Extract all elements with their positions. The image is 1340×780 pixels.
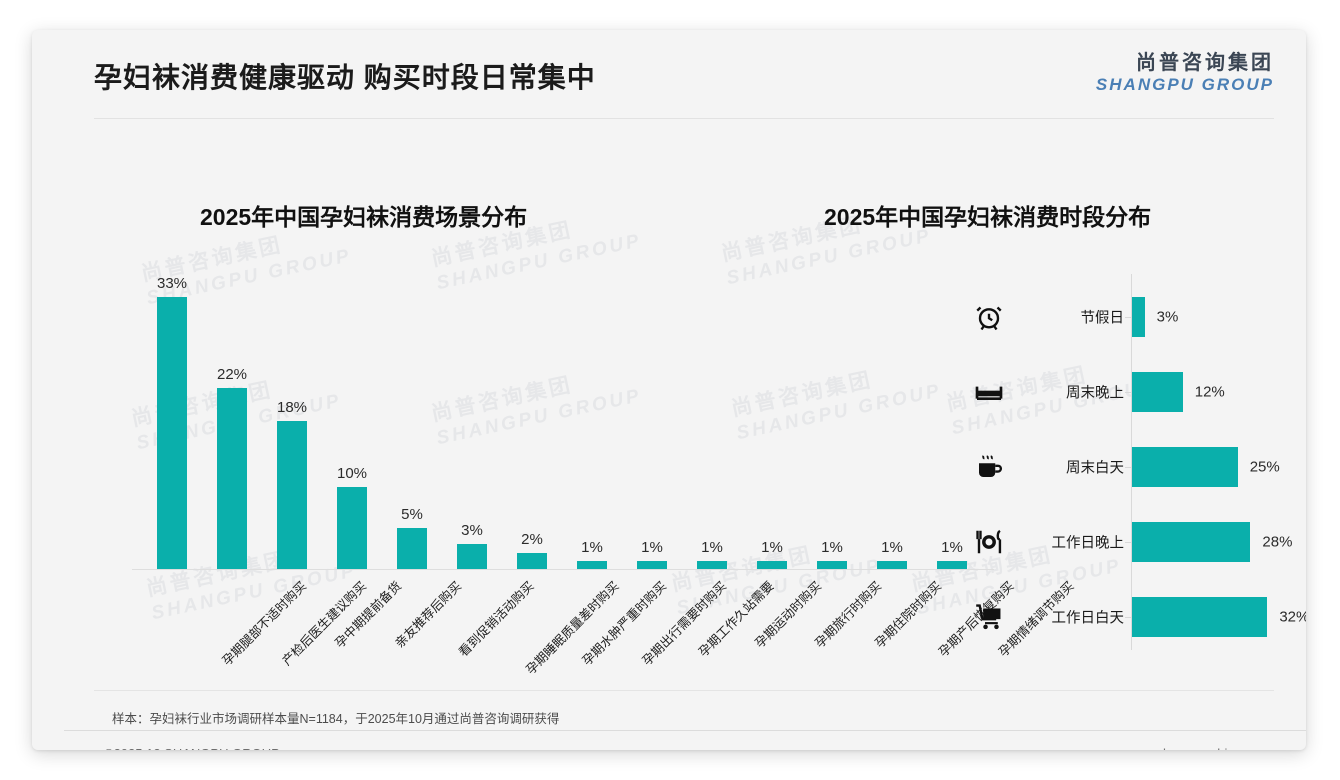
shopping-cart-icon bbox=[972, 600, 1006, 634]
bar bbox=[1132, 522, 1251, 562]
bar-column[interactable]: 1% bbox=[622, 539, 682, 569]
bar-value-label: 10% bbox=[336, 464, 368, 482]
bar-value-label: 3% bbox=[1156, 308, 1179, 326]
bar-value-label: 33% bbox=[156, 275, 188, 293]
copyright-text: ©2025.12 SHANGPU GROUP bbox=[104, 746, 280, 750]
brand-name-en: SHANGPU GROUP bbox=[1095, 75, 1274, 94]
bar-value-label: 12% bbox=[1194, 383, 1225, 401]
row-category-label: 周末白天 bbox=[1066, 460, 1124, 477]
alarm-clock-icon bbox=[972, 300, 1006, 334]
y-axis-tick bbox=[1125, 317, 1131, 318]
bar bbox=[1132, 447, 1238, 487]
bar-column[interactable]: 18% bbox=[262, 399, 322, 569]
bar bbox=[157, 297, 187, 569]
slide-card: 尚普咨询集团 SHANGPU GROUP 尚普咨询集团 SHANGPU GROU… bbox=[32, 30, 1306, 750]
bar bbox=[757, 560, 787, 569]
bar-value-label: 1% bbox=[581, 538, 603, 556]
page-title: 孕妇袜消费健康驱动 购买时段日常集中 bbox=[94, 62, 596, 93]
chart-row[interactable]: 周末白天 25% bbox=[932, 438, 1306, 496]
footer-divider bbox=[64, 730, 1306, 731]
bar-column[interactable]: 22% bbox=[202, 366, 262, 569]
bar bbox=[1132, 297, 1145, 337]
sample-footnote: 样本：孕妇袜行业市场调研样本量N=1184，于2025年10月通过尚普咨询调研获… bbox=[112, 712, 560, 726]
website-link[interactable]: www.shangpu-china.com bbox=[1125, 746, 1270, 750]
bar bbox=[637, 560, 667, 569]
x-axis-label: 看到促销活动购买 bbox=[456, 578, 537, 660]
bar-value-label: 22% bbox=[216, 365, 248, 383]
header: 孕妇袜消费健康驱动 购买时段日常集中 尚普咨询集团 SHANGPU GROUP bbox=[32, 30, 1306, 120]
y-axis-tick bbox=[1125, 467, 1131, 468]
bar-column[interactable]: 1% bbox=[562, 539, 622, 569]
bar-value-label: 32% bbox=[1279, 608, 1306, 626]
chart-row[interactable]: 周末晚上 12% bbox=[932, 363, 1306, 421]
bar-value-label: 1% bbox=[641, 538, 663, 556]
bar bbox=[337, 486, 367, 569]
left-chart-title: 2025年中国孕妇袜消费场景分布 bbox=[200, 204, 528, 230]
bar bbox=[1132, 597, 1268, 637]
brand-logo: 尚普咨询集团 SHANGPU GROUP bbox=[1096, 52, 1274, 95]
time-slot-distribution-bar-chart: 节假日 3% 周末晚上 12% 周末白天 25% 工作日晚上 28% 工作日白天 32% bbox=[932, 270, 1306, 660]
bar bbox=[577, 560, 607, 569]
bar-value-label: 1% bbox=[821, 538, 843, 556]
bar-column[interactable]: 1% bbox=[862, 539, 922, 569]
bar-value-label: 1% bbox=[941, 538, 963, 556]
bar-column[interactable]: 1% bbox=[802, 539, 862, 569]
bar bbox=[217, 387, 247, 569]
row-category-label: 工作日晚上 bbox=[1051, 535, 1125, 552]
bar-value-label: 1% bbox=[701, 538, 723, 556]
bar-column[interactable]: 1% bbox=[922, 539, 982, 569]
bar bbox=[877, 560, 907, 569]
bar-value-label: 3% bbox=[461, 522, 483, 540]
row-category-label: 工作日白天 bbox=[1051, 610, 1125, 627]
header-divider bbox=[94, 118, 1274, 119]
bar bbox=[697, 560, 727, 569]
footnote-divider bbox=[94, 690, 1274, 691]
bar-column[interactable]: 1% bbox=[742, 539, 802, 569]
chart-row[interactable]: 工作日白天 32% bbox=[932, 588, 1306, 646]
bar-value-label: 2% bbox=[521, 530, 543, 548]
bed-icon bbox=[972, 375, 1006, 409]
bar-value-label: 28% bbox=[1262, 533, 1293, 551]
scene-distribution-bar-chart: 33% 22% 18% 10% 5% 3% 2% 1% 1% 1% 1% 1% 1% 1% bbox=[94, 270, 994, 570]
row-category-label: 周末晚上 bbox=[1066, 385, 1124, 402]
brand-name-cn: 尚普咨询集团 bbox=[1136, 52, 1274, 74]
coffee-cup-icon bbox=[972, 450, 1006, 484]
y-axis-line bbox=[1131, 274, 1132, 650]
bar-column[interactable]: 2% bbox=[502, 531, 562, 569]
chart-row[interactable]: 节假日 3% bbox=[932, 288, 1306, 346]
bar-value-label: 1% bbox=[761, 538, 783, 556]
y-axis-tick bbox=[1125, 392, 1131, 393]
dinner-plate-icon bbox=[972, 525, 1006, 559]
bar bbox=[1132, 372, 1183, 412]
bar-value-label: 18% bbox=[276, 398, 308, 416]
bar-value-label: 25% bbox=[1249, 458, 1280, 476]
bar-column[interactable]: 3% bbox=[442, 522, 502, 569]
right-chart-title: 2025年中国孕妇袜消费时段分布 bbox=[824, 204, 1152, 230]
bar bbox=[397, 527, 427, 569]
chart-row[interactable]: 工作日晚上 28% bbox=[932, 513, 1306, 571]
bar-column[interactable]: 1% bbox=[682, 539, 742, 569]
y-axis-tick bbox=[1125, 617, 1131, 618]
bar bbox=[817, 560, 847, 569]
bar bbox=[937, 560, 967, 569]
bar-column[interactable]: 33% bbox=[142, 275, 202, 569]
bar-column[interactable]: 5% bbox=[382, 506, 442, 569]
bar-column[interactable]: 10% bbox=[322, 465, 382, 569]
bar bbox=[457, 544, 487, 569]
bar bbox=[277, 420, 307, 569]
x-axis-line bbox=[132, 569, 994, 570]
y-axis-tick bbox=[1125, 542, 1131, 543]
bar-value-label: 1% bbox=[881, 538, 903, 556]
row-category-label: 节假日 bbox=[1080, 310, 1125, 327]
bar-value-label: 5% bbox=[401, 505, 423, 523]
bar bbox=[517, 552, 547, 569]
